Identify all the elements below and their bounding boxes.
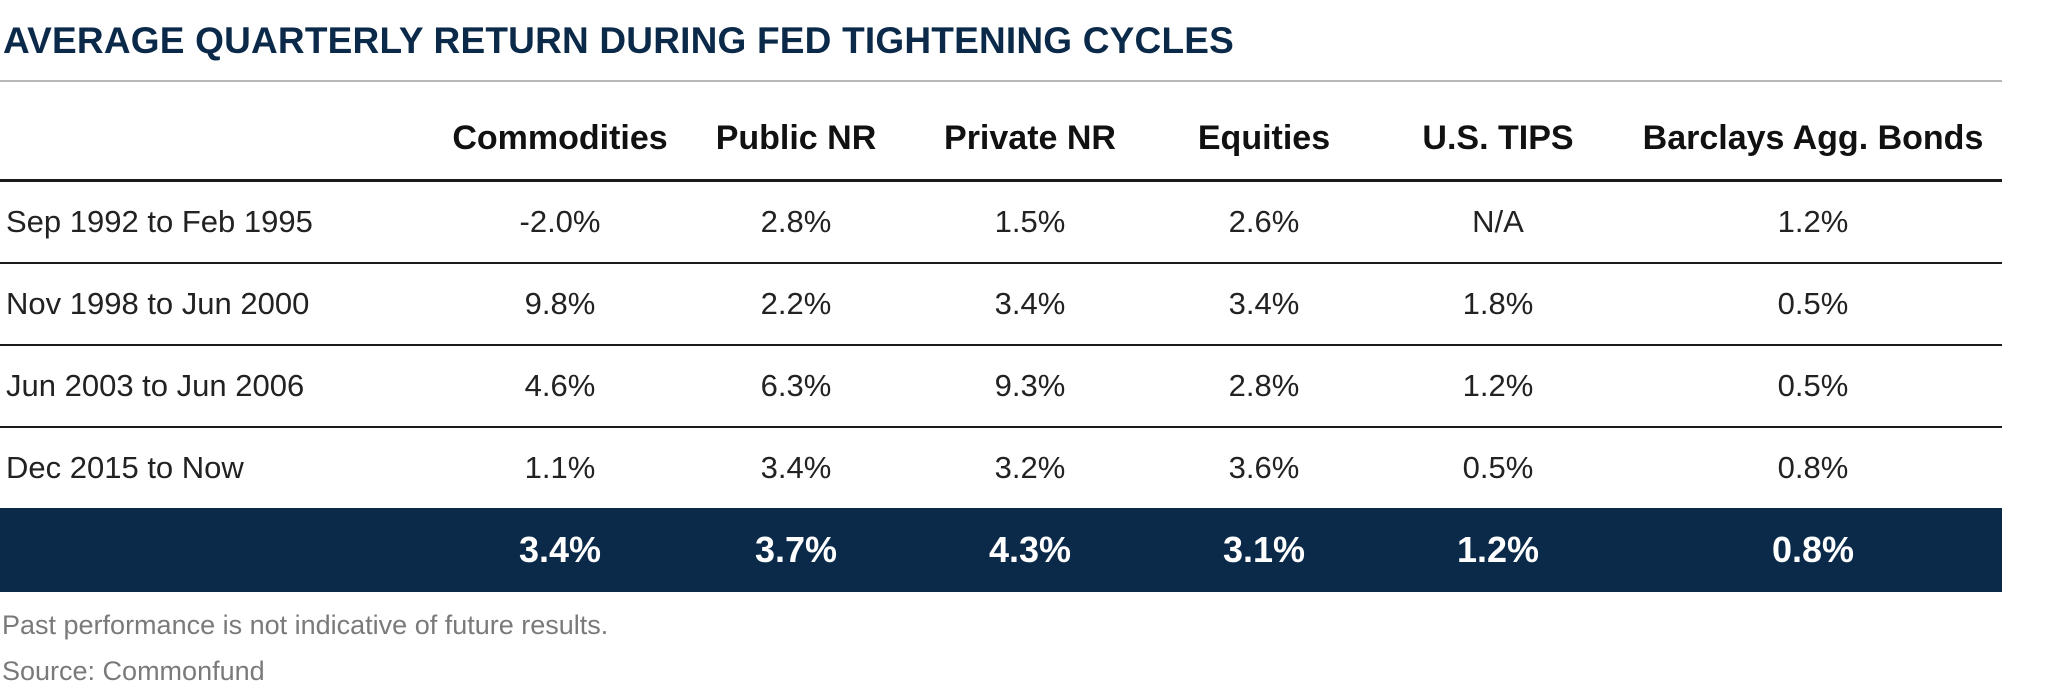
value-cell: 2.2% <box>688 263 904 346</box>
column-header-private-nr: Private NR <box>904 97 1156 182</box>
value-cell: 1.8% <box>1372 263 1624 346</box>
period-cell: Nov 1998 to Jun 2000 <box>0 263 432 346</box>
column-header-commodities: Commodities <box>432 97 688 182</box>
value-cell: 3.2% <box>994 450 1066 485</box>
average-value-cell: 4.3% <box>904 508 1156 592</box>
source-note: Source: Commonfund <box>2 656 265 686</box>
value-cell: 0.5% <box>1624 345 2002 428</box>
value-cell: 1.2% <box>1624 180 2002 264</box>
column-header-equities: Equities <box>1156 97 1372 182</box>
value-cell: -2.0% <box>432 180 688 264</box>
average-value-cell: 3.1% <box>1156 508 1372 592</box>
value-cell: 0.5% <box>1462 450 1534 485</box>
value-cell: 2.8% <box>688 180 904 264</box>
period-cell: Sep 1992 to Feb 1995 <box>0 180 432 264</box>
average-value-cell: 1.2% <box>1372 508 1624 592</box>
value-cell: 9.3% <box>904 345 1156 428</box>
value-cell: 9.8% <box>432 263 688 346</box>
column-header-period <box>0 97 432 182</box>
average-value-cell: 3.4% <box>432 508 688 592</box>
value-cell: 6.3% <box>688 345 904 428</box>
average-value-cell: 3.7% <box>688 508 904 592</box>
table-row: Dec 2015 to Now 1.1% 3.4% 3.2% 3.6% 0.5%… <box>0 427 2002 508</box>
value-cell: 2.8% <box>1156 345 1372 428</box>
performance-disclaimer: Past performance is not indicative of fu… <box>2 610 609 640</box>
header-row: Commodities Public NR Private NR Equitie… <box>0 97 2002 182</box>
table-row: Nov 1998 to Jun 2000 9.8% 2.2% 3.4% 3.4%… <box>0 263 2002 346</box>
column-header-public-nr: Public NR <box>688 97 904 182</box>
value-cell: 2.6% <box>1156 180 1372 264</box>
column-header-barclays-agg-bonds: Barclays Agg. Bonds <box>1624 97 2002 182</box>
value-cell: 0.8% <box>1777 450 1849 485</box>
value-cell: 3.4% <box>760 450 832 485</box>
value-cell: 1.5% <box>904 180 1156 264</box>
value-cell: 4.6% <box>432 345 688 428</box>
value-cell: 3.4% <box>1156 263 1372 346</box>
returns-table: Commodities Public NR Private NR Equitie… <box>0 97 2002 592</box>
title-divider <box>0 80 2002 82</box>
average-row: 3.4% 3.7% 4.3% 3.1% 1.2% 0.8% <box>0 508 2002 592</box>
period-cell: Jun 2003 to Jun 2006 <box>0 345 432 428</box>
value-cell: 1.2% <box>1372 345 1624 428</box>
average-value-cell: 0.8% <box>1624 508 2002 592</box>
value-cell: N/A <box>1372 180 1624 264</box>
value-cell: 3.6% <box>1228 450 1300 485</box>
value-cell: 1.1% <box>524 450 596 485</box>
table-row: Jun 2003 to Jun 2006 4.6% 6.3% 9.3% 2.8%… <box>0 345 2002 428</box>
period-cell: Dec 2015 to Now <box>6 450 244 485</box>
page-title: AVERAGE QUARTERLY RETURN DURING FED TIGH… <box>3 20 1235 61</box>
average-label-cell <box>0 508 432 592</box>
table-row: Sep 1992 to Feb 1995 -2.0% 2.8% 1.5% 2.6… <box>0 180 2002 264</box>
value-cell: 0.5% <box>1624 263 2002 346</box>
value-cell: 3.4% <box>904 263 1156 346</box>
column-header-us-tips: U.S. TIPS <box>1372 97 1624 182</box>
